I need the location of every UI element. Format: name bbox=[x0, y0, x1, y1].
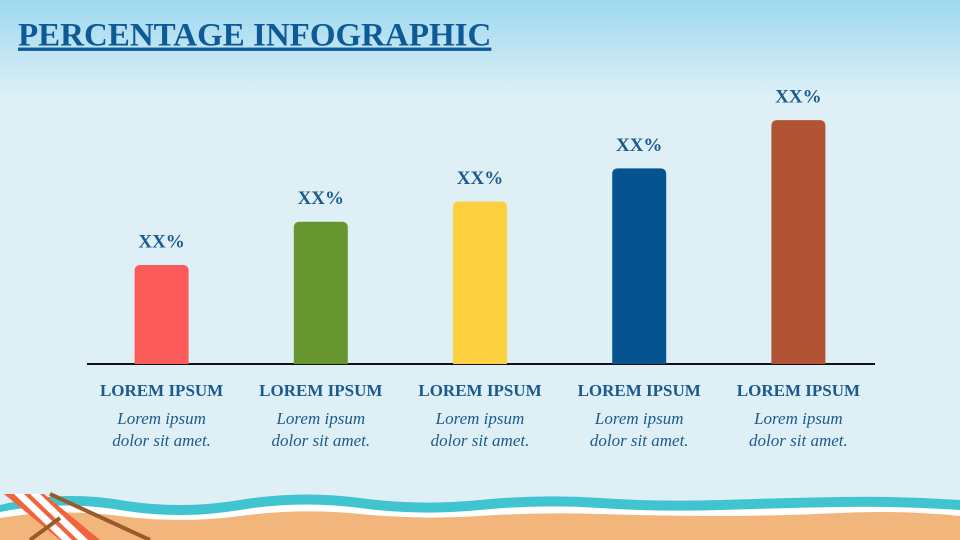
description: Lorem ipsum bbox=[275, 409, 365, 428]
description: dolor sit amet. bbox=[431, 431, 530, 450]
value-label: XX% bbox=[298, 188, 344, 209]
value-label: XX% bbox=[138, 231, 184, 252]
x-tick-label: LOREM IPSUM bbox=[259, 381, 382, 400]
value-label: XX% bbox=[775, 87, 821, 108]
x-tick-label: LOREM IPSUM bbox=[100, 381, 223, 400]
x-tick-label: LOREM IPSUM bbox=[418, 381, 541, 400]
description: dolor sit amet. bbox=[271, 431, 370, 450]
description: Lorem ipsum bbox=[435, 409, 525, 428]
description: Lorem ipsum bbox=[116, 409, 206, 428]
value-label: XX% bbox=[457, 168, 503, 189]
bar bbox=[453, 201, 507, 364]
chart-title: PERCENTAGE INFOGRAPHIC bbox=[18, 18, 491, 54]
bar bbox=[293, 221, 348, 364]
x-tick-label: LOREM IPSUM bbox=[578, 381, 701, 400]
description: dolor sit amet. bbox=[590, 431, 689, 450]
description: dolor sit amet. bbox=[749, 431, 848, 450]
value-label: XX% bbox=[616, 135, 662, 156]
bar bbox=[612, 168, 667, 364]
description: Lorem ipsum bbox=[594, 409, 684, 428]
bar bbox=[134, 264, 189, 364]
x-tick-label: LOREM IPSUM bbox=[737, 381, 860, 400]
description: Lorem ipsum bbox=[753, 409, 843, 428]
beach bbox=[0, 492, 960, 540]
description: dolor sit amet. bbox=[112, 431, 211, 450]
bar bbox=[771, 120, 826, 364]
